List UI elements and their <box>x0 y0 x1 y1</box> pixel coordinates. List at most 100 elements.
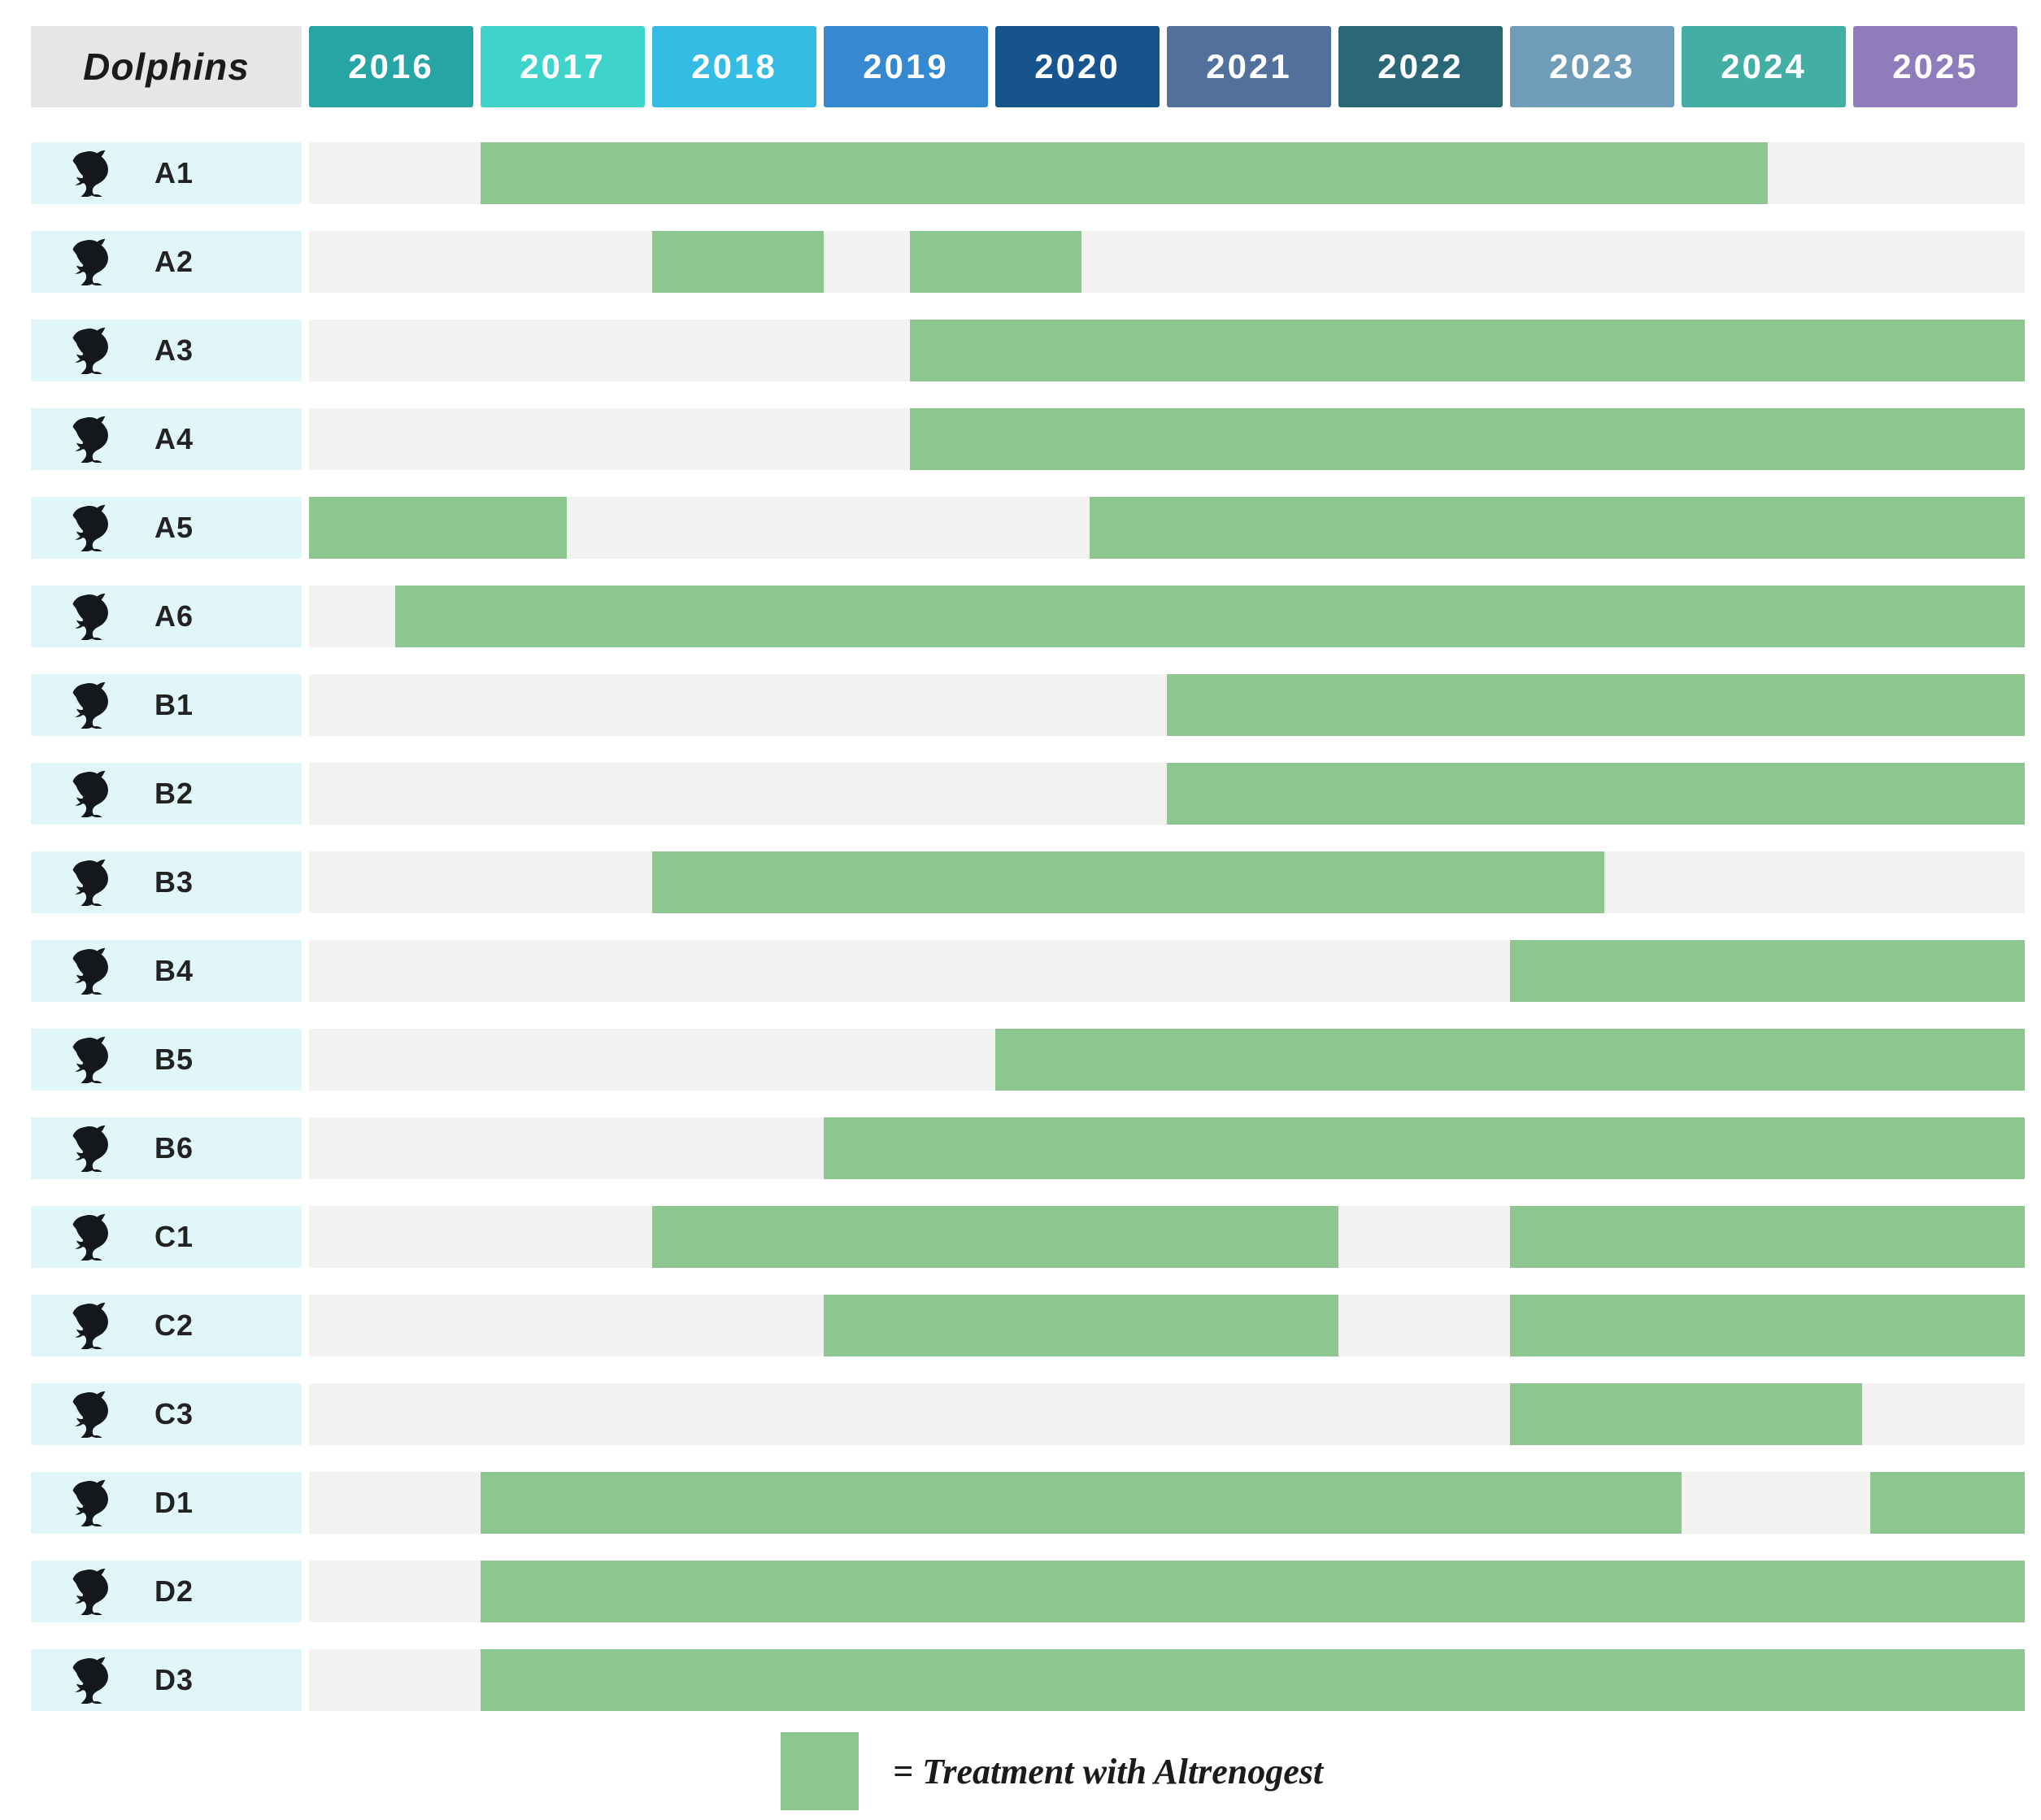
dolphin-icon <box>72 859 108 906</box>
treatment-bar <box>909 408 2025 470</box>
treatment-bar <box>1167 674 2025 736</box>
timeline-track <box>309 408 2025 470</box>
year-header-2021: 2021 <box>1167 26 1331 107</box>
dolphin-id: A3 <box>154 333 194 367</box>
year-header-2023: 2023 <box>1510 26 1674 107</box>
dolphin-label-cell: C1 <box>31 1206 302 1268</box>
dolphin-row-B1: B1 <box>0 674 2041 736</box>
dolphin-row-B2: B2 <box>0 763 2041 825</box>
dolphin-label-cell: D1 <box>31 1472 302 1534</box>
dolphin-id: A4 <box>154 422 194 455</box>
year-header-2017: 2017 <box>481 26 645 107</box>
treatment-bar <box>1870 1472 2025 1534</box>
year-header-2022: 2022 <box>1338 26 1503 107</box>
treatment-bar <box>652 1206 1338 1268</box>
dolphin-icon <box>72 1479 108 1526</box>
dolphins-header-cell: Dolphins <box>31 26 302 107</box>
treatment-bar <box>1510 1383 1862 1445</box>
timeline-track <box>309 851 2025 913</box>
dolphin-id: A2 <box>154 245 194 278</box>
dolphin-id: D1 <box>154 1486 194 1519</box>
dolphin-id: D3 <box>154 1663 194 1696</box>
dolphin-icon <box>72 1391 108 1438</box>
dolphin-icon <box>72 1657 108 1704</box>
timeline-track <box>309 674 2025 736</box>
timeline-track <box>309 1561 2025 1622</box>
dolphin-id: C1 <box>154 1220 194 1253</box>
treatment-bar <box>995 1029 2025 1091</box>
treatment-bar <box>909 231 1081 293</box>
dolphin-id: D2 <box>154 1574 194 1608</box>
treatment-bar <box>481 1649 2025 1711</box>
dolphin-label-cell: B5 <box>31 1029 302 1091</box>
dolphin-label-cell: A6 <box>31 586 302 647</box>
dolphin-id: B6 <box>154 1131 194 1165</box>
dolphin-icon <box>72 327 108 374</box>
year-header-2024: 2024 <box>1682 26 1846 107</box>
dolphin-label-cell: A1 <box>31 142 302 204</box>
dolphin-id: B5 <box>154 1043 194 1076</box>
dolphin-row-C1: C1 <box>0 1206 2041 1268</box>
dolphin-row-B3: B3 <box>0 851 2041 913</box>
dolphin-id: B2 <box>154 777 194 810</box>
dolphin-icon <box>72 1302 108 1349</box>
treatment-bar <box>481 1472 1682 1534</box>
timeline-track <box>309 1472 2025 1534</box>
dolphin-id: A1 <box>154 156 194 189</box>
timeline-track <box>309 497 2025 559</box>
dolphin-icon <box>72 504 108 551</box>
timeline-track <box>309 1206 2025 1268</box>
dolphin-icon <box>72 238 108 285</box>
dolphin-id: A5 <box>154 511 194 544</box>
treatment-bar <box>652 231 824 293</box>
treatment-bar <box>1510 1295 2025 1356</box>
treatment-bar <box>481 1561 2025 1622</box>
treatment-bar <box>1167 763 2025 825</box>
dolphin-id: A6 <box>154 599 194 633</box>
treatment-bar <box>394 586 2025 647</box>
timeline-track <box>309 142 2025 204</box>
treatment-bar <box>1090 497 2025 559</box>
dolphin-row-C2: C2 <box>0 1295 2041 1356</box>
treatment-bar <box>824 1295 1338 1356</box>
timeline-track <box>309 1029 2025 1091</box>
dolphin-label-cell: D3 <box>31 1649 302 1711</box>
dolphin-id: B3 <box>154 865 194 899</box>
dolphin-label-cell: A5 <box>31 497 302 559</box>
dolphin-row-D3: D3 <box>0 1649 2041 1711</box>
timeline-track <box>309 1649 2025 1711</box>
treatment-bar <box>652 851 1605 913</box>
treatment-bar <box>1510 1206 2025 1268</box>
timeline-track <box>309 940 2025 1002</box>
dolphin-icon <box>72 1125 108 1172</box>
dolphin-row-A4: A4 <box>0 408 2041 470</box>
treatment-bar <box>909 320 2025 381</box>
treatment-bar <box>481 142 1768 204</box>
dolphin-row-B6: B6 <box>0 1117 2041 1179</box>
dolphin-row-A3: A3 <box>0 320 2041 381</box>
dolphin-row-B4: B4 <box>0 940 2041 1002</box>
dolphin-row-D1: D1 <box>0 1472 2041 1534</box>
treatment-bar <box>309 497 567 559</box>
dolphin-row-A1: A1 <box>0 142 2041 204</box>
dolphin-row-A2: A2 <box>0 231 2041 293</box>
dolphin-row-B5: B5 <box>0 1029 2041 1091</box>
year-header-2025: 2025 <box>1853 26 2017 107</box>
dolphin-icon <box>72 681 108 729</box>
dolphin-id: C2 <box>154 1308 194 1342</box>
dolphin-icon <box>72 947 108 995</box>
dolphin-label-cell: B6 <box>31 1117 302 1179</box>
dolphin-label-cell: B4 <box>31 940 302 1002</box>
timeline-track <box>309 1383 2025 1445</box>
year-header-2018: 2018 <box>652 26 816 107</box>
timeline-track <box>309 231 2025 293</box>
year-header-2019: 2019 <box>824 26 988 107</box>
legend-label: = Treatment with Altrenogest <box>893 1751 1324 1792</box>
dolphin-label-cell: A3 <box>31 320 302 381</box>
dolphin-icon <box>72 1036 108 1083</box>
legend-swatch <box>781 1732 859 1810</box>
treatment-bar <box>1510 940 2025 1002</box>
dolphin-label-cell: A4 <box>31 408 302 470</box>
dolphin-row-A5: A5 <box>0 497 2041 559</box>
